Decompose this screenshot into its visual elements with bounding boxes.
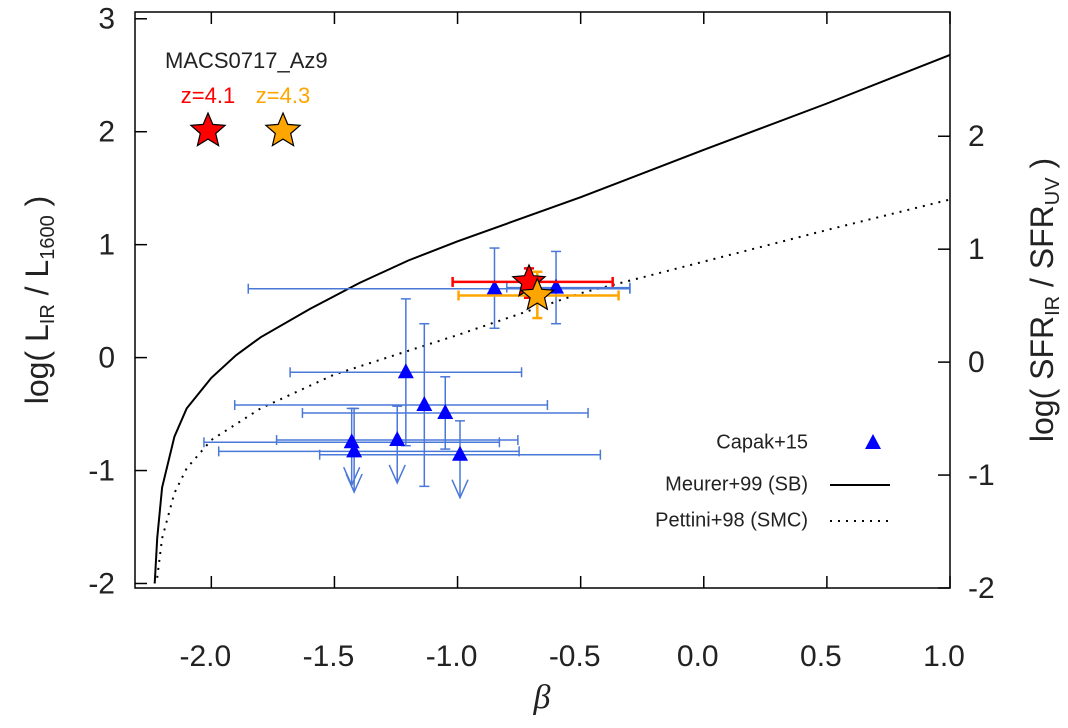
axis-label-part: UV [1042, 177, 1064, 205]
y-tick-label: 0 [98, 342, 115, 375]
triangle-marker [452, 445, 469, 461]
triangle-marker [486, 279, 503, 295]
x-tick-label: -2.0 [179, 640, 231, 673]
y-tick-label: 1 [98, 229, 115, 262]
upper-limit-arrow [388, 464, 406, 485]
axis-label-part: log( SFR [1024, 316, 1060, 442]
x-tick-label: -1.0 [426, 640, 478, 673]
y-tick-label: -1 [88, 454, 115, 487]
axis-label-part: log( L [19, 324, 55, 404]
y-tick-label: 3 [98, 3, 115, 36]
y2-tick-label: 1 [968, 233, 985, 266]
curve [153, 53, 951, 584]
y2-tick-label: 2 [968, 120, 985, 153]
x-axis-label: β [533, 679, 551, 716]
triangle-marker [389, 431, 406, 447]
upper-limit-arrow [345, 473, 363, 494]
triangle-marker [343, 433, 360, 449]
axis-label-part: IR [37, 304, 59, 324]
y2-tick-label: 0 [968, 346, 985, 379]
az9-legend-label: z=4.3 [256, 83, 310, 108]
axis-label-part: / SFR [1024, 205, 1060, 296]
triangle-marker [416, 396, 433, 412]
star-marker [519, 276, 555, 311]
upper-limit-arrow [451, 479, 469, 500]
axis-label-part: IR [1042, 296, 1064, 316]
x-tick-label: -1.5 [303, 640, 355, 673]
triangle-marker [437, 403, 454, 419]
triangle-marker [865, 434, 881, 449]
y-tick-label: -2 [88, 567, 115, 600]
y2-tick-label: -2 [968, 572, 995, 605]
ylabel_parts: log( LIR / L1600 ) [19, 196, 59, 405]
x-tick-label: 0.0 [677, 640, 719, 673]
x-tick-label: 0.5 [800, 640, 842, 673]
legend-label: Pettini+98 (SMC) [655, 509, 808, 531]
triangle-marker [397, 363, 414, 379]
y-tick-label: 2 [98, 116, 115, 149]
axis-label-part: ) [19, 196, 55, 216]
axis-label-part: / L [19, 260, 55, 304]
y2-tick-label: -1 [968, 459, 995, 492]
x-tick-label: 1.0 [923, 640, 965, 673]
triangle-marker [346, 442, 363, 458]
x-tick-label: -0.5 [549, 640, 601, 673]
plot-frame [134, 11, 951, 589]
az9-legend-label: z=4.1 [181, 83, 235, 108]
axis-label-part: 1600 [37, 215, 59, 260]
y2label_parts: log( SFRIR / SFRUV ) [1024, 158, 1064, 442]
legend-label: Meurer+99 (SB) [665, 473, 808, 495]
annotation: MACS0717_Az9 [165, 48, 328, 73]
legend-label: Capak+15 [716, 431, 808, 453]
axis-label-part: ) [1024, 158, 1060, 178]
star-marker [189, 111, 227, 147]
star-marker [264, 111, 302, 147]
